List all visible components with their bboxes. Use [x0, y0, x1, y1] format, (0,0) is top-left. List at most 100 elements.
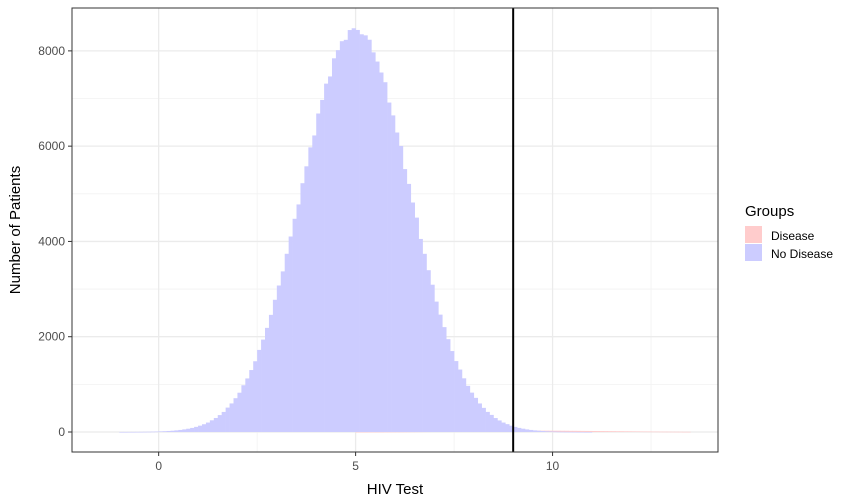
x-axis-title: HIV Test [367, 481, 424, 498]
legend-swatch-disease [745, 226, 762, 243]
no-disease-bar [469, 392, 475, 432]
no-disease-bar [426, 270, 431, 432]
no-disease-bar [402, 169, 408, 432]
legend-swatch-no-disease [745, 244, 762, 261]
disease-bar [647, 431, 652, 433]
no-disease-bar [205, 422, 211, 432]
no-disease-bar [304, 166, 309, 432]
no-disease-bar [320, 99, 325, 433]
no-disease-bar [410, 202, 415, 432]
no-disease-bar [308, 147, 313, 432]
disease-bar [595, 431, 601, 432]
disease-bar [615, 431, 620, 432]
no-disease-bar [201, 424, 207, 432]
disease-bar [383, 431, 388, 433]
no-disease-bar [351, 28, 356, 432]
no-disease-bar [331, 58, 337, 432]
no-disease-bar [398, 145, 404, 432]
no-disease-bar [572, 431, 577, 433]
no-disease-bar [406, 183, 412, 432]
no-disease-bar [288, 236, 293, 432]
no-disease-bar [446, 339, 451, 432]
x-tick-label-0: 0 [155, 459, 162, 473]
no-disease-bar [245, 378, 250, 432]
no-disease-bar [454, 361, 459, 432]
no-disease-bar [221, 411, 226, 432]
no-disease-bar [241, 385, 246, 432]
disease-bar [580, 430, 585, 432]
disease-bar [611, 431, 616, 432]
disease-bar [584, 430, 589, 432]
disease-bar [363, 431, 368, 433]
disease-bar [635, 431, 640, 433]
no-disease-bar [576, 431, 581, 433]
disease-bar [666, 431, 672, 433]
disease-bar [619, 431, 624, 432]
no-disease-bar [339, 41, 345, 432]
x-tick-label-1: 5 [352, 459, 359, 473]
disease-bar [591, 431, 597, 432]
disease-bar [682, 431, 687, 433]
no-disease-bar [497, 420, 502, 432]
no-disease-bar [170, 430, 175, 432]
disease-bar [391, 431, 396, 433]
no-disease-bar [265, 327, 270, 432]
no-disease-bar [568, 431, 573, 433]
disease-bar [670, 431, 675, 433]
no-disease-bar [540, 431, 545, 432]
no-disease-bar [312, 135, 317, 432]
no-disease-bar [158, 431, 163, 432]
no-disease-bar [473, 397, 479, 432]
no-disease-bar [182, 429, 187, 432]
disease-bar [654, 431, 660, 433]
legend: Groups Disease No Disease [745, 203, 833, 261]
no-disease-bar [375, 61, 380, 433]
no-disease-bar [505, 424, 510, 432]
disease-bar [627, 431, 632, 432]
disease-bar [674, 431, 679, 433]
no-disease-bar [524, 429, 530, 432]
no-disease-bar [261, 339, 266, 432]
no-disease-bar [379, 72, 384, 432]
no-disease-bar [324, 83, 329, 432]
no-disease-bar [296, 204, 301, 432]
no-disease-bar [343, 39, 349, 432]
no-disease-bar [414, 217, 419, 432]
no-disease-bar [213, 417, 219, 432]
no-disease-bar [395, 132, 400, 432]
no-disease-bar [119, 431, 124, 433]
no-disease-bar [225, 407, 230, 432]
no-disease-bar [198, 425, 203, 432]
no-disease-bar [536, 430, 542, 432]
no-disease-bar [146, 431, 152, 433]
disease-bar [576, 430, 581, 432]
no-disease-bar [493, 418, 498, 432]
y-axis-title: Number of Patients [7, 166, 24, 294]
disease-bar [686, 431, 691, 433]
no-disease-bar [237, 392, 242, 432]
no-disease-bar [580, 431, 585, 433]
no-disease-bar [438, 314, 443, 432]
bars-no-disease [119, 28, 593, 433]
no-disease-bar [249, 370, 254, 432]
no-disease-bar [229, 403, 234, 432]
no-disease-bar [280, 271, 286, 432]
no-disease-bar [450, 351, 455, 432]
disease-bar [556, 430, 561, 432]
no-disease-bar [166, 430, 171, 432]
no-disease-bar [509, 425, 514, 432]
disease-bar [678, 431, 683, 433]
no-disease-bar [174, 430, 179, 432]
disease-bar [639, 431, 644, 433]
no-disease-bar [131, 431, 136, 433]
x-axis-ticks: 0 5 10 [155, 452, 560, 473]
disease-bar [588, 430, 593, 432]
x-tick-label-2: 10 [546, 459, 560, 473]
no-disease-bar [328, 76, 333, 432]
disease-bar [564, 430, 569, 432]
disease-bar [359, 431, 364, 433]
no-disease-bar [544, 431, 549, 432]
no-disease-bar [418, 238, 423, 432]
no-disease-bar [564, 431, 569, 433]
